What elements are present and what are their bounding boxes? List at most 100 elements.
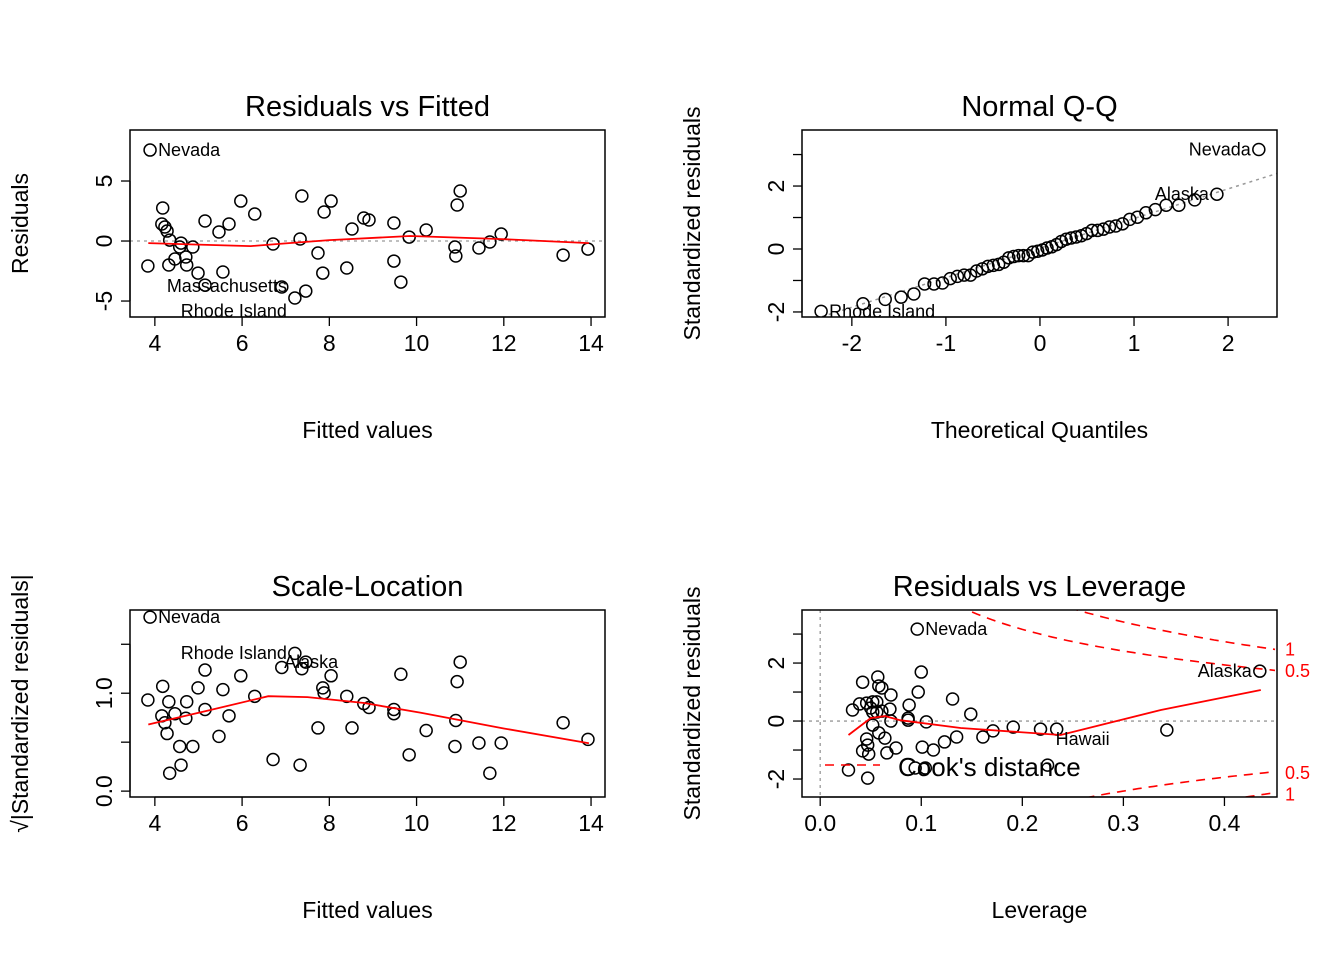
data-point — [158, 716, 172, 730]
point-label: Alaska — [1198, 661, 1253, 681]
data-point — [143, 143, 157, 157]
data-point — [172, 240, 187, 254]
cooks-contour-label: 0.5 — [1285, 661, 1310, 681]
data-point — [1253, 664, 1267, 678]
x-tick-label: 0 — [1034, 330, 1047, 356]
data-point — [402, 748, 416, 762]
point-label: Nevada — [158, 607, 221, 627]
point-label: Rhode Island — [829, 301, 935, 321]
data-point — [964, 707, 978, 721]
data-point — [1016, 248, 1031, 263]
data-point — [174, 758, 188, 772]
data-point — [160, 224, 174, 238]
data-point — [316, 266, 330, 280]
data-point — [902, 698, 916, 712]
panel-scale-location: Scale-Location Fitted values √|Standardize… — [7, 571, 606, 923]
point-label: Nevada — [1189, 140, 1252, 160]
data-point — [943, 271, 957, 286]
x-tick-label: 0.2 — [1006, 810, 1038, 836]
data-point — [859, 732, 874, 746]
plot-area — [814, 142, 1277, 317]
data-point — [316, 681, 330, 695]
x-tick-label: 10 — [404, 330, 430, 356]
x-tick-label: 2 — [1222, 330, 1235, 356]
x-tick-label: 0.0 — [804, 810, 836, 836]
point-label: Hawaii — [1056, 729, 1110, 749]
x-tick-label: 10 — [404, 810, 430, 836]
data-point — [855, 675, 870, 689]
data-point — [860, 771, 875, 785]
data-point — [880, 746, 894, 760]
x-tick-label: 14 — [578, 810, 604, 836]
x-tick-label: 0.1 — [905, 810, 937, 836]
data-point — [1033, 722, 1048, 736]
x-tick-label: 12 — [491, 810, 517, 836]
plot-area — [141, 610, 595, 781]
data-point — [179, 695, 194, 709]
data-point — [222, 217, 236, 231]
data-point — [878, 731, 892, 745]
x-tick-label: 8 — [323, 810, 336, 836]
data-point — [856, 297, 870, 311]
cooks-contour-label: 0.5 — [1285, 763, 1310, 783]
y-axis-label: Residuals — [7, 173, 33, 274]
y-tick-label: -5 — [91, 291, 117, 311]
data-point — [1040, 758, 1055, 772]
data-point — [814, 304, 828, 317]
data-point — [179, 258, 194, 272]
point-label: Rhode Island — [181, 643, 287, 663]
data-point — [1026, 245, 1040, 259]
data-point — [266, 752, 280, 767]
data-point — [141, 693, 155, 707]
data-point — [317, 205, 331, 219]
data-point — [293, 758, 307, 772]
data-point — [198, 278, 212, 292]
plot-frame — [801, 129, 1278, 318]
data-point — [1172, 198, 1186, 212]
data-point — [1006, 720, 1020, 734]
panel-title: Scale-Location — [272, 571, 464, 603]
data-point — [472, 241, 486, 255]
plot-frame — [801, 609, 1278, 798]
y-tick-label: -2 — [763, 302, 789, 322]
data-point — [293, 232, 307, 246]
data-point — [945, 692, 960, 706]
data-point — [981, 259, 995, 274]
data-point — [1002, 251, 1016, 265]
data-point — [450, 674, 464, 689]
data-point — [179, 711, 193, 725]
y-tick-label: 2 — [763, 180, 789, 193]
data-point — [483, 766, 497, 781]
data-point — [419, 723, 433, 738]
data-point — [449, 249, 463, 263]
y-axis-label: √|Standardized residuals| — [7, 574, 33, 833]
data-point — [556, 248, 570, 262]
x-tick-label: 1 — [1128, 330, 1141, 356]
y-tick-label: 2 — [763, 657, 789, 670]
data-point — [247, 689, 262, 704]
data-point — [494, 227, 508, 241]
x-tick-label: -2 — [842, 330, 862, 356]
data-point — [472, 736, 486, 750]
data-point — [917, 277, 932, 291]
cooks-distance-contour — [1240, 791, 1276, 797]
smooth-line — [148, 695, 590, 745]
y-axis-label: Standardized residuals — [679, 107, 705, 341]
smooth-line — [148, 235, 589, 248]
data-point — [275, 660, 289, 675]
data-point — [162, 766, 177, 781]
data-point — [186, 739, 200, 754]
data-point — [1210, 187, 1224, 201]
data-point — [362, 700, 376, 715]
data-point — [1187, 193, 1202, 207]
data-point — [1122, 212, 1137, 227]
data-point — [141, 259, 155, 273]
data-point — [387, 216, 401, 230]
panel-residuals-vs-fitted: Residuals vs Fitted Fitted values Residual… — [7, 91, 606, 443]
data-point — [448, 240, 462, 254]
panel-normal-qq: Normal Q-Q Theoretical Quantiles Standardi… — [679, 91, 1278, 443]
cooks-contour-label: 1 — [1285, 640, 1295, 660]
y-tick-label: -2 — [763, 769, 789, 789]
data-point — [949, 730, 964, 744]
